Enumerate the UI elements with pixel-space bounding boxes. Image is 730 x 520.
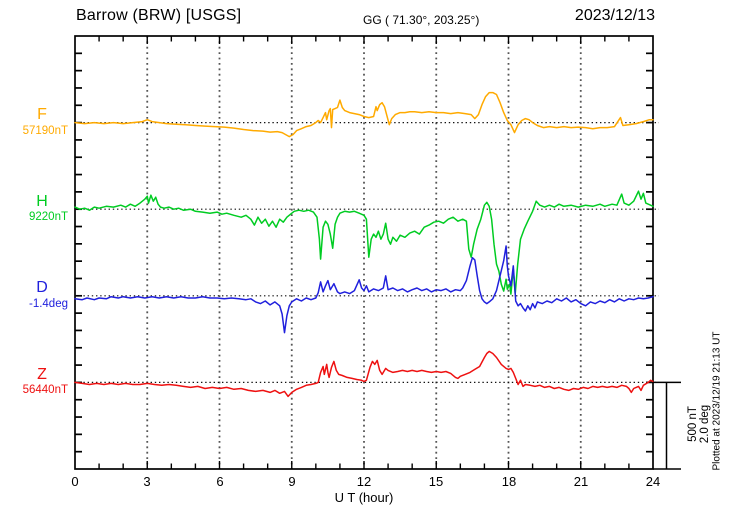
x-tick-12: 12 [356,474,372,489]
x-tick-24: 24 [645,474,661,489]
x-tick-3: 3 [143,474,151,489]
geographic-coordinates: GG ( 71.30°, 203.25°) [363,13,480,27]
x-tick-6: 6 [216,474,224,489]
trace-baseline-F: 57190nT [22,125,68,137]
scale-bar-label: 500 nT 2.0 deg [687,405,711,443]
x-tick-18: 18 [501,474,517,489]
trace-label-F: F [37,106,47,123]
x-tick-15: 15 [428,474,444,489]
x-tick-0: 0 [71,474,79,489]
x-tick-21: 21 [573,474,589,489]
station-title: Barrow (BRW) [USGS] [76,7,242,24]
trace-label-H: H [36,193,48,210]
plot-date: 2023/12/13 [574,7,655,24]
scale-bar-deg: 2.0 deg [699,404,711,444]
scale-bar-nt: 500 nT [687,406,699,442]
trace-baseline-D: -1.4deg [28,298,68,310]
plotted-at-note: Plotted at 2023/12/19 21:13 UT [711,331,723,471]
trace-label-Z: Z [37,366,47,383]
x-axis-label: U T (hour) [334,490,394,505]
trace-baseline-H: 9220nT [28,211,68,223]
trace-baseline-Z: 56440nT [22,384,68,396]
x-tick-9: 9 [288,474,296,489]
trace-label-D: D [36,279,48,296]
